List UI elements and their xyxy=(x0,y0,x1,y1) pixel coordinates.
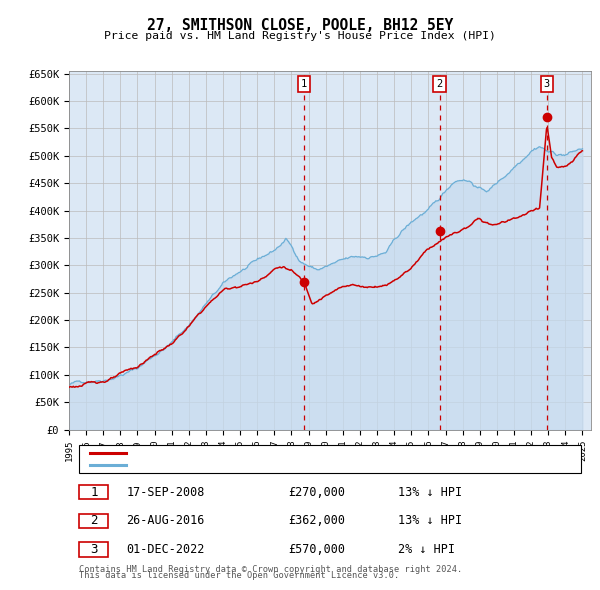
Text: 1: 1 xyxy=(90,486,98,499)
FancyBboxPatch shape xyxy=(79,514,108,528)
Text: 2: 2 xyxy=(436,79,443,89)
Text: 3: 3 xyxy=(90,543,98,556)
FancyBboxPatch shape xyxy=(79,445,581,473)
Text: £362,000: £362,000 xyxy=(288,514,345,527)
Text: 13% ↓ HPI: 13% ↓ HPI xyxy=(398,486,462,499)
Text: 13% ↓ HPI: 13% ↓ HPI xyxy=(398,514,462,527)
Text: 2% ↓ HPI: 2% ↓ HPI xyxy=(398,543,455,556)
Text: 3: 3 xyxy=(544,79,550,89)
Text: 27, SMITHSON CLOSE, POOLE, BH12 5EY: 27, SMITHSON CLOSE, POOLE, BH12 5EY xyxy=(147,18,453,32)
Text: 17-SEP-2008: 17-SEP-2008 xyxy=(127,486,205,499)
Text: Price paid vs. HM Land Registry's House Price Index (HPI): Price paid vs. HM Land Registry's House … xyxy=(104,31,496,41)
Text: 1: 1 xyxy=(301,79,307,89)
Text: 27, SMITHSON CLOSE, POOLE, BH12 5EY (detached house): 27, SMITHSON CLOSE, POOLE, BH12 5EY (det… xyxy=(137,448,442,458)
Text: 26-AUG-2016: 26-AUG-2016 xyxy=(127,514,205,527)
Text: Contains HM Land Registry data © Crown copyright and database right 2024.: Contains HM Land Registry data © Crown c… xyxy=(79,565,463,574)
Text: £270,000: £270,000 xyxy=(288,486,345,499)
Text: £570,000: £570,000 xyxy=(288,543,345,556)
Text: 01-DEC-2022: 01-DEC-2022 xyxy=(127,543,205,556)
Text: HPI: Average price, detached house, Bournemouth Christchurch and Poole: HPI: Average price, detached house, Bour… xyxy=(137,460,548,470)
Text: 2: 2 xyxy=(90,514,98,527)
FancyBboxPatch shape xyxy=(79,485,108,499)
FancyBboxPatch shape xyxy=(79,542,108,557)
Text: This data is licensed under the Open Government Licence v3.0.: This data is licensed under the Open Gov… xyxy=(79,571,400,579)
